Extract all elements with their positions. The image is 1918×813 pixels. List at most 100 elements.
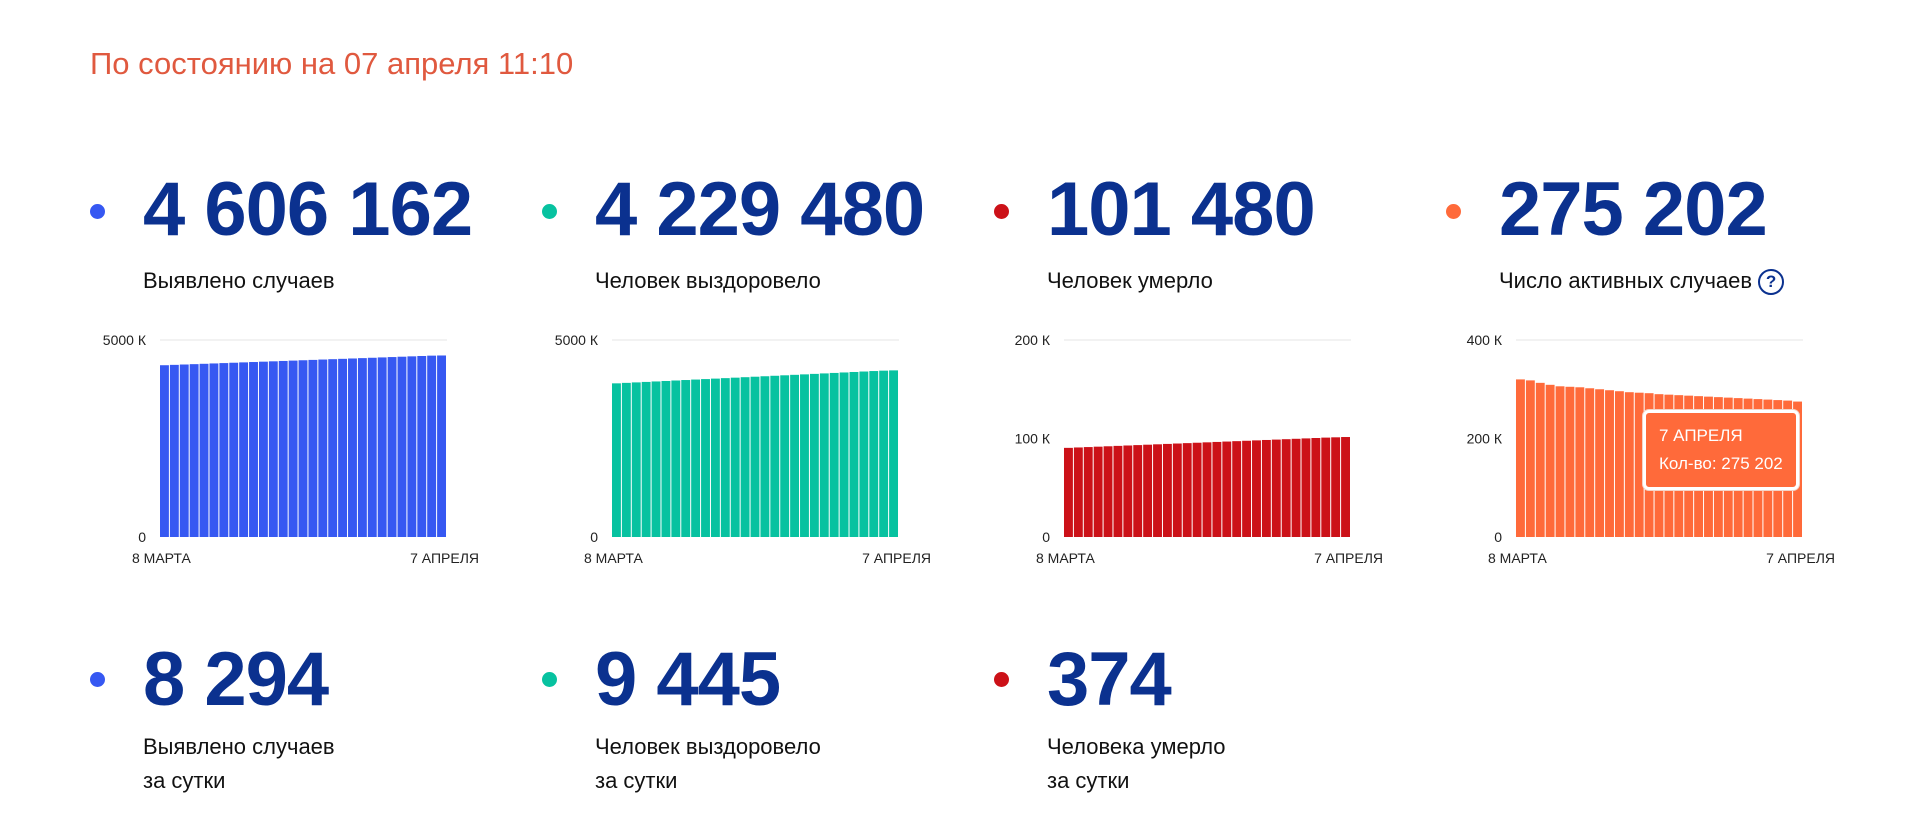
bar[interactable] xyxy=(249,362,258,537)
bar[interactable] xyxy=(268,361,278,537)
bar[interactable] xyxy=(1252,440,1261,537)
bar[interactable] xyxy=(1192,442,1202,537)
bar[interactable] xyxy=(691,379,701,537)
bar[interactable] xyxy=(1321,437,1331,537)
bar[interactable] xyxy=(199,363,209,537)
bar[interactable] xyxy=(1133,445,1143,537)
bar[interactable] xyxy=(1555,386,1565,537)
bar[interactable] xyxy=(258,361,268,537)
bar[interactable] xyxy=(1545,384,1555,537)
bar[interactable] xyxy=(1222,441,1232,537)
bar[interactable] xyxy=(1525,380,1535,537)
bar[interactable] xyxy=(377,357,387,537)
bar[interactable] xyxy=(1202,442,1212,537)
bar[interactable] xyxy=(1614,391,1624,537)
bar[interactable] xyxy=(800,374,809,537)
bar[interactable] xyxy=(189,364,199,537)
bar[interactable] xyxy=(179,364,189,537)
bar[interactable] xyxy=(879,370,889,537)
bar[interactable] xyxy=(367,357,377,537)
bar[interactable] xyxy=(1172,443,1182,537)
bar[interactable] xyxy=(839,372,849,537)
bar[interactable] xyxy=(681,380,691,537)
bar[interactable] xyxy=(869,371,879,537)
bar[interactable] xyxy=(740,377,750,537)
bar[interactable] xyxy=(407,356,417,537)
bar[interactable] xyxy=(1242,440,1252,537)
bar[interactable] xyxy=(1516,379,1525,537)
bar[interactable] xyxy=(328,359,338,537)
bar[interactable] xyxy=(1301,438,1311,537)
bar[interactable] xyxy=(1605,390,1614,537)
bar[interactable] xyxy=(829,372,839,537)
bar[interactable] xyxy=(1281,439,1291,537)
bar[interactable] xyxy=(710,378,720,537)
bar[interactable] xyxy=(770,375,780,537)
chart-confirmed[interactable]: 5000 К 0 8 МАРТА 7 АПРЕЛЯ xyxy=(90,325,490,575)
bar[interactable] xyxy=(1123,445,1133,537)
bar[interactable] xyxy=(1585,388,1595,537)
bar[interactable] xyxy=(1153,444,1162,537)
bar[interactable] xyxy=(631,382,641,537)
bar[interactable] xyxy=(278,360,288,537)
bar[interactable] xyxy=(621,382,631,537)
bar[interactable] xyxy=(1093,446,1103,537)
bar[interactable] xyxy=(417,355,427,537)
bar[interactable] xyxy=(790,374,800,537)
bar[interactable] xyxy=(780,375,790,537)
bar[interactable] xyxy=(338,358,348,537)
bar[interactable] xyxy=(750,376,760,537)
bar[interactable] xyxy=(661,380,671,537)
bar[interactable] xyxy=(701,379,710,537)
bar[interactable] xyxy=(437,355,446,537)
bar[interactable] xyxy=(1291,438,1301,537)
bar[interactable] xyxy=(239,362,249,537)
bar[interactable] xyxy=(219,363,229,537)
bar[interactable] xyxy=(387,357,397,537)
bar[interactable] xyxy=(809,373,819,537)
bar[interactable] xyxy=(1083,447,1093,537)
bar[interactable] xyxy=(1624,392,1634,537)
bar[interactable] xyxy=(397,356,407,537)
bar[interactable] xyxy=(849,371,859,537)
bar[interactable] xyxy=(229,362,239,537)
bar[interactable] xyxy=(1261,439,1271,537)
bar[interactable] xyxy=(1212,441,1222,537)
bar[interactable] xyxy=(1182,443,1192,537)
bar[interactable] xyxy=(348,358,357,537)
bar[interactable] xyxy=(1595,389,1605,537)
bar[interactable] xyxy=(1113,445,1123,537)
bar[interactable] xyxy=(318,359,328,537)
bar[interactable] xyxy=(1143,444,1153,537)
bar[interactable] xyxy=(1331,437,1341,537)
chart-deaths[interactable]: 200 К 100 К 0 8 МАРТА 7 АПРЕЛЯ xyxy=(994,325,1394,575)
bar[interactable] xyxy=(859,371,869,537)
bar[interactable] xyxy=(1575,387,1585,537)
bar[interactable] xyxy=(1634,392,1644,537)
bar[interactable] xyxy=(1341,437,1350,537)
bar[interactable] xyxy=(889,370,898,537)
bar[interactable] xyxy=(298,360,308,537)
bar[interactable] xyxy=(1073,447,1083,537)
bar[interactable] xyxy=(160,365,169,537)
bar[interactable] xyxy=(651,381,661,537)
question-circle-icon[interactable]: ? xyxy=(1758,269,1785,296)
bar[interactable] xyxy=(1565,386,1575,537)
bar[interactable] xyxy=(1162,443,1172,537)
bar[interactable] xyxy=(1232,441,1242,537)
bar[interactable] xyxy=(288,360,298,537)
bar[interactable] xyxy=(760,376,770,537)
bar[interactable] xyxy=(1064,447,1073,537)
bar[interactable] xyxy=(1103,446,1113,537)
bar[interactable] xyxy=(209,363,219,537)
bar[interactable] xyxy=(730,377,740,537)
bar[interactable] xyxy=(357,358,367,537)
bar[interactable] xyxy=(169,364,179,537)
bar[interactable] xyxy=(1311,438,1321,537)
bar[interactable] xyxy=(720,378,730,537)
chart-recovered[interactable]: 5000 К 0 8 МАРТА 7 АПРЕЛЯ xyxy=(542,325,942,575)
bar[interactable] xyxy=(1271,439,1281,537)
bar[interactable] xyxy=(1535,382,1545,537)
bar[interactable] xyxy=(641,381,651,537)
bar[interactable] xyxy=(427,355,437,537)
